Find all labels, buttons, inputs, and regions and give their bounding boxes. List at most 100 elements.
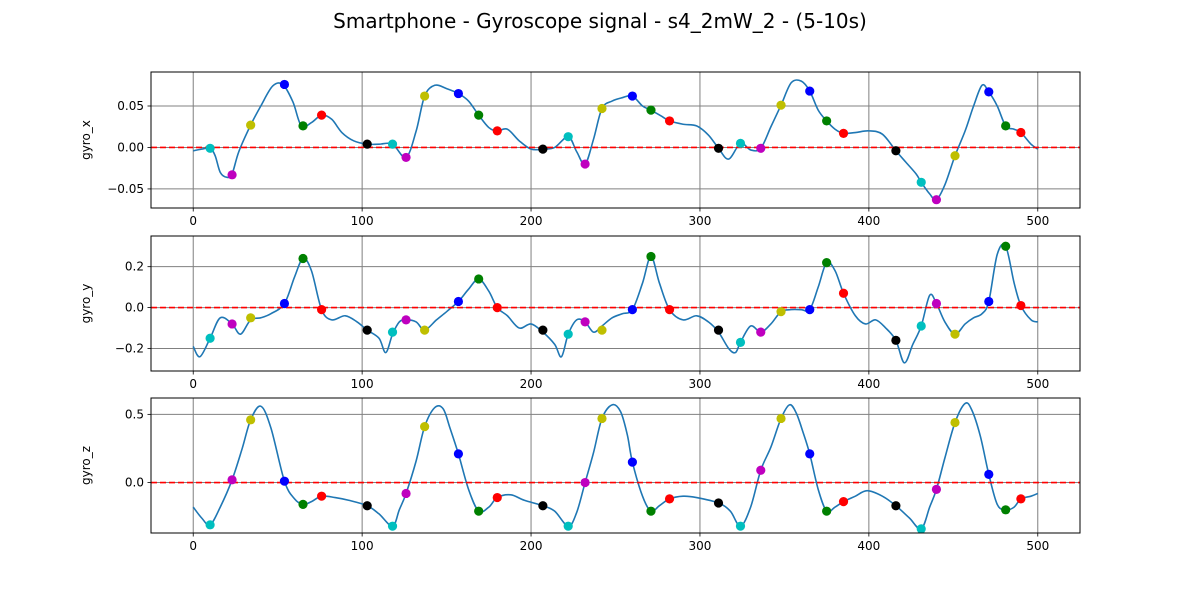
- data-marker: [453, 449, 464, 459]
- data-marker: [246, 313, 256, 323]
- data-marker: [950, 151, 960, 161]
- data-marker: [420, 325, 430, 335]
- x-tick-label: 400: [857, 214, 880, 228]
- data-marker: [227, 170, 237, 180]
- data-marker: [931, 298, 942, 309]
- x-tick-label: 100: [351, 539, 374, 553]
- data-marker: [916, 524, 926, 533]
- x-tick-label: 200: [520, 214, 543, 228]
- x-tick-label: 300: [689, 214, 712, 228]
- data-marker: [298, 253, 308, 264]
- x-tick-label: 500: [1026, 214, 1049, 228]
- data-marker: [387, 521, 398, 531]
- y-tick-label: 0.0: [125, 301, 144, 315]
- y-axis-label: gyro_z: [79, 446, 93, 485]
- x-tick-label: 200: [520, 377, 543, 391]
- data-marker: [805, 305, 815, 315]
- data-marker: [838, 497, 849, 507]
- data-marker: [597, 413, 607, 424]
- chart-title: Smartphone - Gyroscope signal - s4_2mW_2…: [333, 9, 867, 33]
- y-tick-label: 0.05: [117, 99, 144, 113]
- y-tick-label: −0.05: [107, 182, 144, 196]
- axes-frame: [150, 235, 1081, 372]
- data-marker: [538, 501, 548, 511]
- subplot-gyro_x: 0 100 200 300 400 500 −0.05 0.00 0.05 gyro_x: [79, 71, 1081, 228]
- x-tick-label: 0: [189, 214, 197, 228]
- data-marker: [205, 143, 215, 153]
- y-tick-label: 0.0: [125, 476, 144, 490]
- data-marker: [246, 120, 256, 130]
- data-marker: [580, 477, 590, 488]
- data-marker: [627, 91, 637, 101]
- data-marker: [1001, 505, 1011, 515]
- data-marker: [316, 305, 327, 315]
- data-marker: [1016, 127, 1026, 138]
- data-marker: [735, 138, 746, 148]
- data-marker: [838, 128, 849, 138]
- data-marker: [205, 333, 215, 343]
- data-marker: [492, 302, 502, 313]
- data-marker: [316, 110, 327, 120]
- data-marker: [205, 520, 215, 530]
- data-marker: [776, 413, 786, 424]
- data-marker: [597, 325, 607, 335]
- y-axis-label: gyro_x: [79, 120, 93, 160]
- x-tick-label: 300: [689, 377, 712, 391]
- data-marker: [776, 100, 786, 110]
- signal-line: [192, 243, 1039, 364]
- data-marker: [362, 139, 372, 149]
- data-marker: [563, 329, 573, 339]
- data-marker: [492, 126, 502, 136]
- data-marker: [735, 521, 746, 531]
- data-marker: [298, 499, 308, 509]
- data-marker: [316, 491, 327, 501]
- data-marker: [597, 103, 607, 114]
- data-marker: [387, 327, 398, 337]
- data-marker: [756, 327, 766, 337]
- data-marker: [298, 121, 308, 131]
- data-marker: [891, 501, 901, 511]
- y-tick-label: 0.00: [117, 140, 144, 154]
- data-marker: [931, 195, 942, 205]
- data-marker: [279, 298, 290, 309]
- data-marker: [984, 296, 994, 307]
- data-marker: [646, 105, 656, 115]
- data-marker: [1001, 241, 1011, 251]
- data-marker: [1016, 494, 1026, 504]
- plot-area: [151, 402, 1080, 533]
- data-marker: [984, 87, 994, 97]
- data-marker: [916, 321, 926, 331]
- data-marker: [1016, 300, 1026, 311]
- data-marker: [950, 329, 960, 339]
- data-marker: [664, 494, 675, 504]
- data-marker: [1001, 121, 1011, 131]
- x-tick-label: 100: [351, 377, 374, 391]
- x-tick-label: 0: [189, 539, 197, 553]
- data-marker: [362, 501, 372, 511]
- data-marker: [279, 79, 290, 90]
- data-marker: [646, 251, 656, 262]
- x-tick-label: 400: [857, 377, 880, 391]
- x-tick-label: 300: [689, 539, 712, 553]
- data-marker: [838, 288, 849, 298]
- data-marker: [756, 465, 766, 475]
- data-marker: [822, 506, 832, 516]
- data-marker: [563, 521, 573, 531]
- data-marker: [916, 177, 926, 187]
- data-marker: [805, 86, 815, 96]
- data-marker: [401, 315, 411, 325]
- subplot-gyro_y: 0 100 200 300 400 500 −0.2 0.0 0.2 gyro_y: [79, 235, 1081, 391]
- data-marker: [538, 144, 548, 154]
- x-tick-label: 100: [351, 214, 374, 228]
- data-marker: [627, 305, 637, 315]
- data-marker: [563, 132, 573, 142]
- data-marker: [580, 159, 590, 169]
- y-axis-label: gyro_y: [79, 284, 93, 324]
- data-marker: [246, 415, 256, 425]
- data-marker: [756, 143, 766, 153]
- x-tick-label: 500: [1026, 539, 1049, 553]
- data-marker: [891, 146, 901, 156]
- data-marker: [735, 337, 746, 347]
